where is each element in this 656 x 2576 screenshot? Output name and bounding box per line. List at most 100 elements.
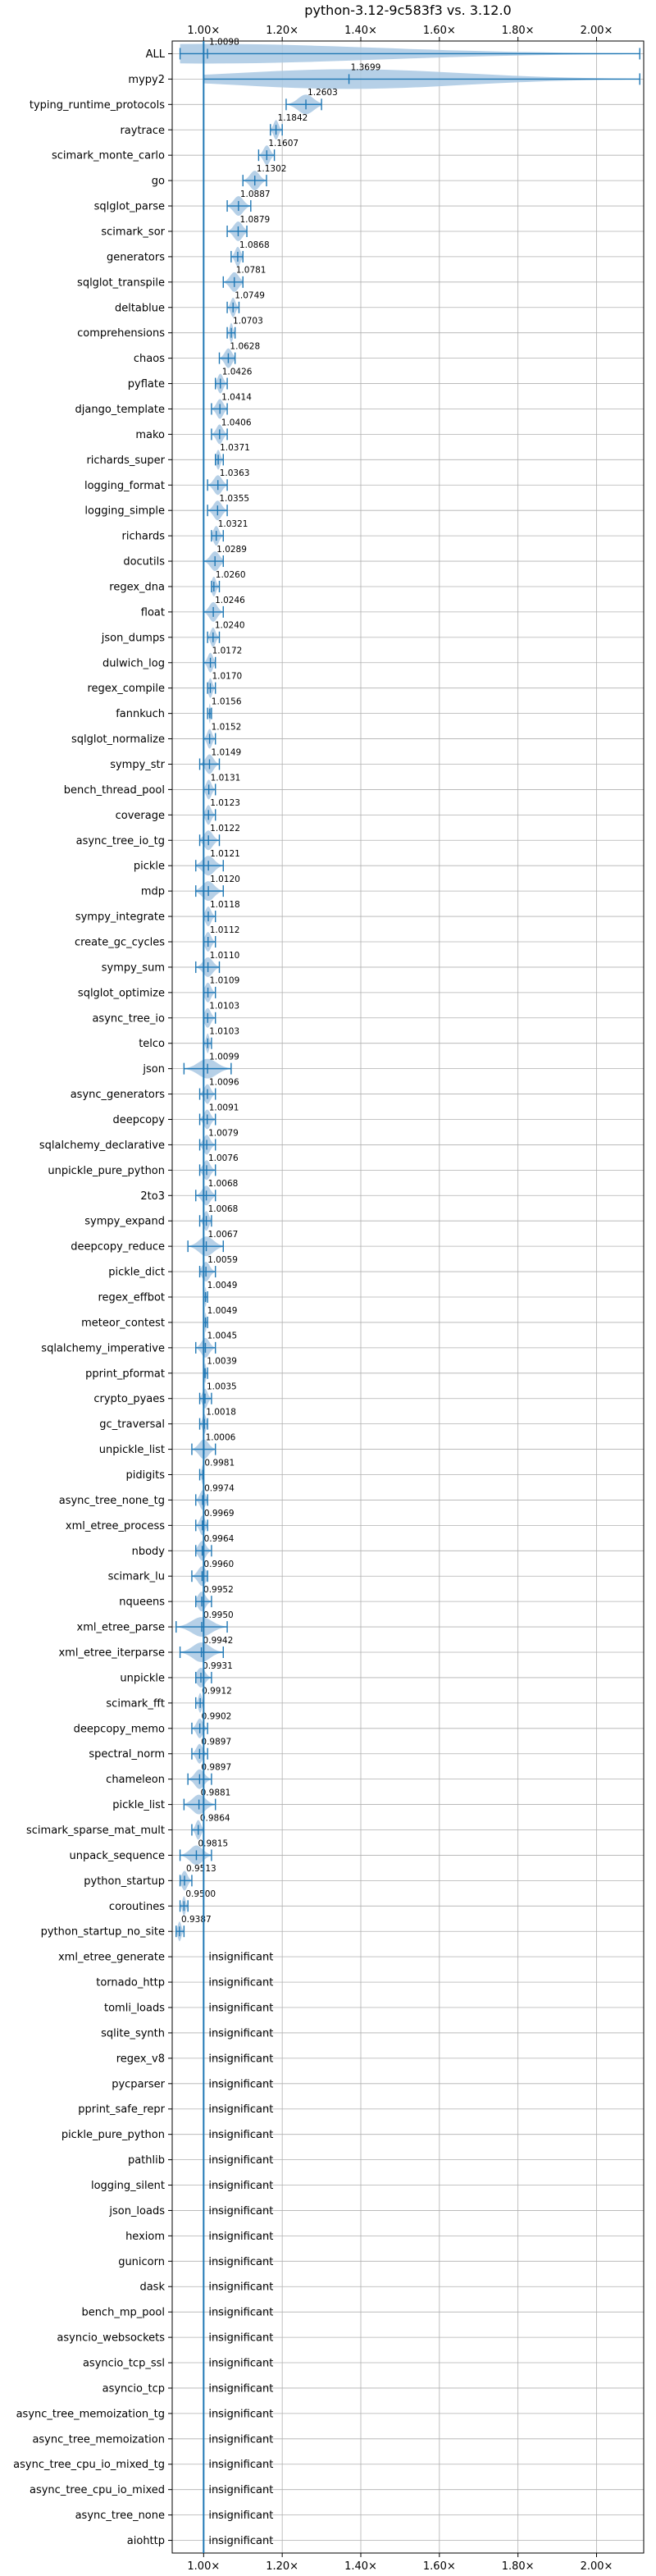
value-label: 0.9902: [202, 1712, 232, 1722]
value-label: 1.0079: [208, 1128, 239, 1138]
x-tick-label-bottom: 1.20×: [266, 2560, 298, 2573]
value-label: 0.9942: [203, 1636, 234, 1646]
benchmark-label: richards_super: [86, 454, 165, 467]
benchmark-label: tornado_http: [96, 1977, 165, 1989]
benchmark-label: deepcopy: [112, 1114, 165, 1126]
benchmark-label: chameleon: [106, 1774, 165, 1786]
value-label: 1.0120: [210, 875, 240, 884]
value-label: 0.9897: [201, 1763, 231, 1773]
benchmark-label: pathlib: [128, 2154, 165, 2167]
x-tick-label-bottom: 1.60×: [423, 2560, 456, 2573]
benchmark-label: regex_compile: [87, 683, 165, 695]
value-label: 1.0355: [219, 494, 249, 504]
value-label: 1.1842: [278, 113, 308, 123]
insignificant-label: insignificant: [208, 2459, 273, 2471]
value-label: 0.9897: [201, 1738, 231, 1747]
insignificant-label: insignificant: [208, 2382, 273, 2395]
insignificant-label: insignificant: [208, 2484, 273, 2496]
benchmark-label: json_loads: [108, 2205, 165, 2217]
value-label: 1.3699: [351, 62, 381, 72]
benchmark-label: scimark_fft: [106, 1697, 165, 1710]
value-label: 1.0749: [235, 291, 265, 301]
value-label: 1.0049: [207, 1281, 238, 1290]
value-label: 1.0414: [221, 392, 252, 402]
benchmark-label: pprint_safe_repr: [78, 2103, 165, 2116]
benchmark-label: logging_silent: [91, 2180, 165, 2192]
value-label: 1.0123: [210, 798, 240, 808]
value-label: 1.0260: [216, 570, 246, 580]
value-label: 1.0121: [210, 849, 240, 859]
x-tick-label-top: 1.00×: [187, 25, 220, 37]
benchmark-label: async_tree_cpu_io_mixed: [30, 2484, 165, 2496]
value-label: 0.9815: [198, 1838, 228, 1848]
benchmark-label: docutils: [123, 556, 165, 569]
benchmark-label: asyncio_websockets: [57, 2332, 165, 2345]
value-label: 1.0406: [221, 418, 252, 427]
value-label: 0.9960: [203, 1560, 234, 1569]
insignificant-label: insignificant: [208, 2510, 273, 2522]
value-label: 1.0099: [209, 1053, 239, 1062]
benchmark-label: generators: [107, 251, 165, 263]
benchmark-label: coroutines: [109, 1901, 165, 1913]
benchmark-label: fannkuch: [116, 708, 165, 720]
value-label: 1.1302: [257, 164, 287, 174]
benchmark-label: sqlglot_parse: [94, 201, 165, 213]
value-label: 1.0018: [206, 1408, 236, 1418]
benchmark-label: comprehensions: [77, 327, 165, 340]
benchmark-label: sympy_str: [110, 759, 165, 771]
value-label: 1.0118: [210, 900, 240, 910]
value-label: 1.0149: [211, 747, 241, 757]
value-label: 1.0246: [215, 596, 245, 605]
value-label: 1.0781: [236, 266, 266, 276]
benchmark-label: ALL: [146, 48, 166, 61]
benchmark-label: tomli_loads: [104, 2003, 165, 2015]
benchmark-label: sqlglot_transpile: [77, 276, 165, 289]
value-label: 1.0131: [211, 773, 241, 783]
benchmark-label: asyncio_tcp: [102, 2382, 165, 2395]
benchmark-label: async_tree_cpu_io_mixed_tg: [13, 2459, 165, 2471]
insignificant-label: insignificant: [208, 2307, 273, 2319]
benchmark-label: pidigits: [126, 1469, 166, 1482]
benchmark-label: json_dumps: [101, 632, 165, 644]
benchmark-label: scimark_sparse_mat_mult: [26, 1825, 165, 1837]
value-label: 1.0122: [210, 824, 240, 834]
benchmark-label: crypto_pyaes: [93, 1393, 165, 1405]
benchmark-label: pickle_list: [112, 1799, 165, 1811]
benchmark-label: raytrace: [120, 125, 165, 137]
insignificant-label: insignificant: [208, 2027, 273, 2039]
insignificant-label: insignificant: [208, 2053, 273, 2065]
benchmark-label: aiohttp: [127, 2535, 165, 2547]
value-label: 0.9964: [204, 1534, 235, 1544]
insignificant-label: insignificant: [208, 1977, 273, 1989]
value-label: 1.0049: [207, 1306, 238, 1316]
chart-title: python-3.12-9c583f3 vs. 3.12.0: [304, 2, 511, 18]
insignificant-label: insignificant: [208, 2231, 273, 2243]
benchmark-label: regex_dna: [109, 581, 165, 593]
insignificant-label: insignificant: [208, 2408, 273, 2420]
benchmark-label: pickle_dict: [108, 1267, 165, 1279]
value-label: 1.0035: [207, 1382, 237, 1392]
value-label: 1.0426: [222, 367, 253, 377]
value-label: 1.0110: [210, 951, 240, 961]
benchmark-label: django_template: [75, 404, 165, 416]
value-label: 1.0321: [218, 519, 248, 529]
benchmark-label: telco: [139, 1038, 165, 1050]
benchmark-label: pickle: [134, 861, 165, 873]
insignificant-label: insignificant: [208, 2154, 273, 2167]
insignificant-label: insignificant: [208, 2180, 273, 2192]
benchmark-label: dulwich_log: [102, 657, 165, 669]
value-label: 1.0879: [239, 215, 270, 225]
value-label: 0.9912: [202, 1687, 232, 1697]
x-tick-label-top: 1.40×: [344, 25, 377, 37]
value-label: 1.0039: [207, 1357, 237, 1367]
insignificant-label: insignificant: [208, 2535, 273, 2547]
benchmark-label: typing_runtime_protocols: [30, 99, 165, 112]
benchmark-label: json: [142, 1063, 165, 1076]
benchmark-label: async_tree_memoization_tg: [16, 2408, 165, 2420]
benchmark-label: sqlalchemy_imperative: [41, 1342, 165, 1354]
value-label: 1.0006: [206, 1432, 236, 1442]
value-label: 1.0868: [239, 240, 270, 250]
benchmark-label: sympy_integrate: [75, 911, 165, 924]
insignificant-label: insignificant: [208, 2433, 273, 2446]
